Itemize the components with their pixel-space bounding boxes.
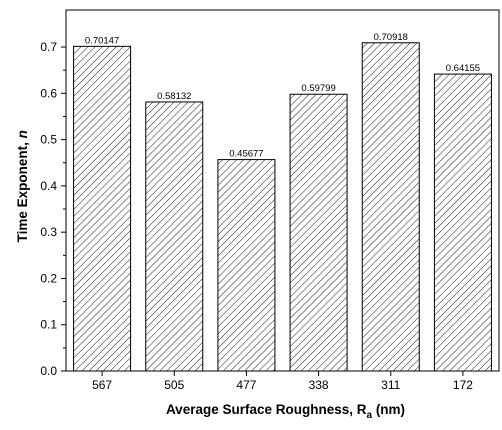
- bar-338: [289, 93, 348, 372]
- data-label-172: 0.64155: [446, 63, 480, 74]
- data-label-567: 0.70147: [85, 35, 119, 46]
- bar-505: [145, 101, 204, 372]
- data-label-311: 0.70918: [374, 32, 408, 43]
- x-axis-title-text: Average Surface Roughness, R: [166, 402, 367, 417]
- y-tick-label: 0.6: [40, 86, 57, 100]
- x-axis-title-subscript: a: [367, 410, 373, 421]
- data-labels: 0.70147 0.58132 0.45677 0.59799 0.70918 0.641…: [85, 32, 480, 160]
- x-tick-label-505: 505: [164, 378, 184, 392]
- x-tick-label-311: 311: [381, 378, 400, 392]
- y-tick-label: 0.2: [40, 271, 57, 285]
- y-tick-label: 0.1: [40, 318, 57, 332]
- y-tick-label: 0.5: [40, 133, 57, 147]
- y-axis-title: Time Exponent, n: [15, 119, 30, 261]
- x-tick-label-567: 567: [92, 378, 112, 392]
- x-axis-title-suffix: (nm): [372, 402, 405, 417]
- x-axis-title: Average Surface Roughness, Ra (nm): [148, 402, 417, 421]
- bar-477: [217, 159, 276, 372]
- y-tick-label: 0.0: [40, 364, 57, 378]
- y-tick-label: 0.3: [40, 225, 57, 239]
- y-axis: 0.0 0.1 0.2 0.3 0.4 0.5 0.6 0.7: [40, 40, 66, 378]
- bars: [73, 42, 492, 372]
- x-tick-label-338: 338: [309, 378, 329, 392]
- y-tick-label: 0.4: [40, 179, 57, 193]
- x-tick-label-172: 172: [453, 378, 473, 392]
- data-label-338: 0.59799: [301, 83, 335, 94]
- y-tick-label: 0.7: [40, 40, 57, 54]
- x-axis: 567 505 477 338 311 172: [92, 371, 473, 392]
- bar-311: [361, 42, 420, 372]
- bar-567: [73, 45, 132, 372]
- y-axis-title-variable: n: [15, 130, 30, 138]
- data-label-477: 0.45677: [229, 149, 263, 160]
- x-tick-label-477: 477: [236, 378, 256, 392]
- plot-frame-border: [65, 9, 500, 372]
- bar-172: [433, 73, 492, 372]
- plot-frame: [65, 9, 500, 372]
- y-axis-title-text: Time Exponent,: [15, 138, 30, 242]
- data-label-505: 0.58132: [157, 91, 191, 102]
